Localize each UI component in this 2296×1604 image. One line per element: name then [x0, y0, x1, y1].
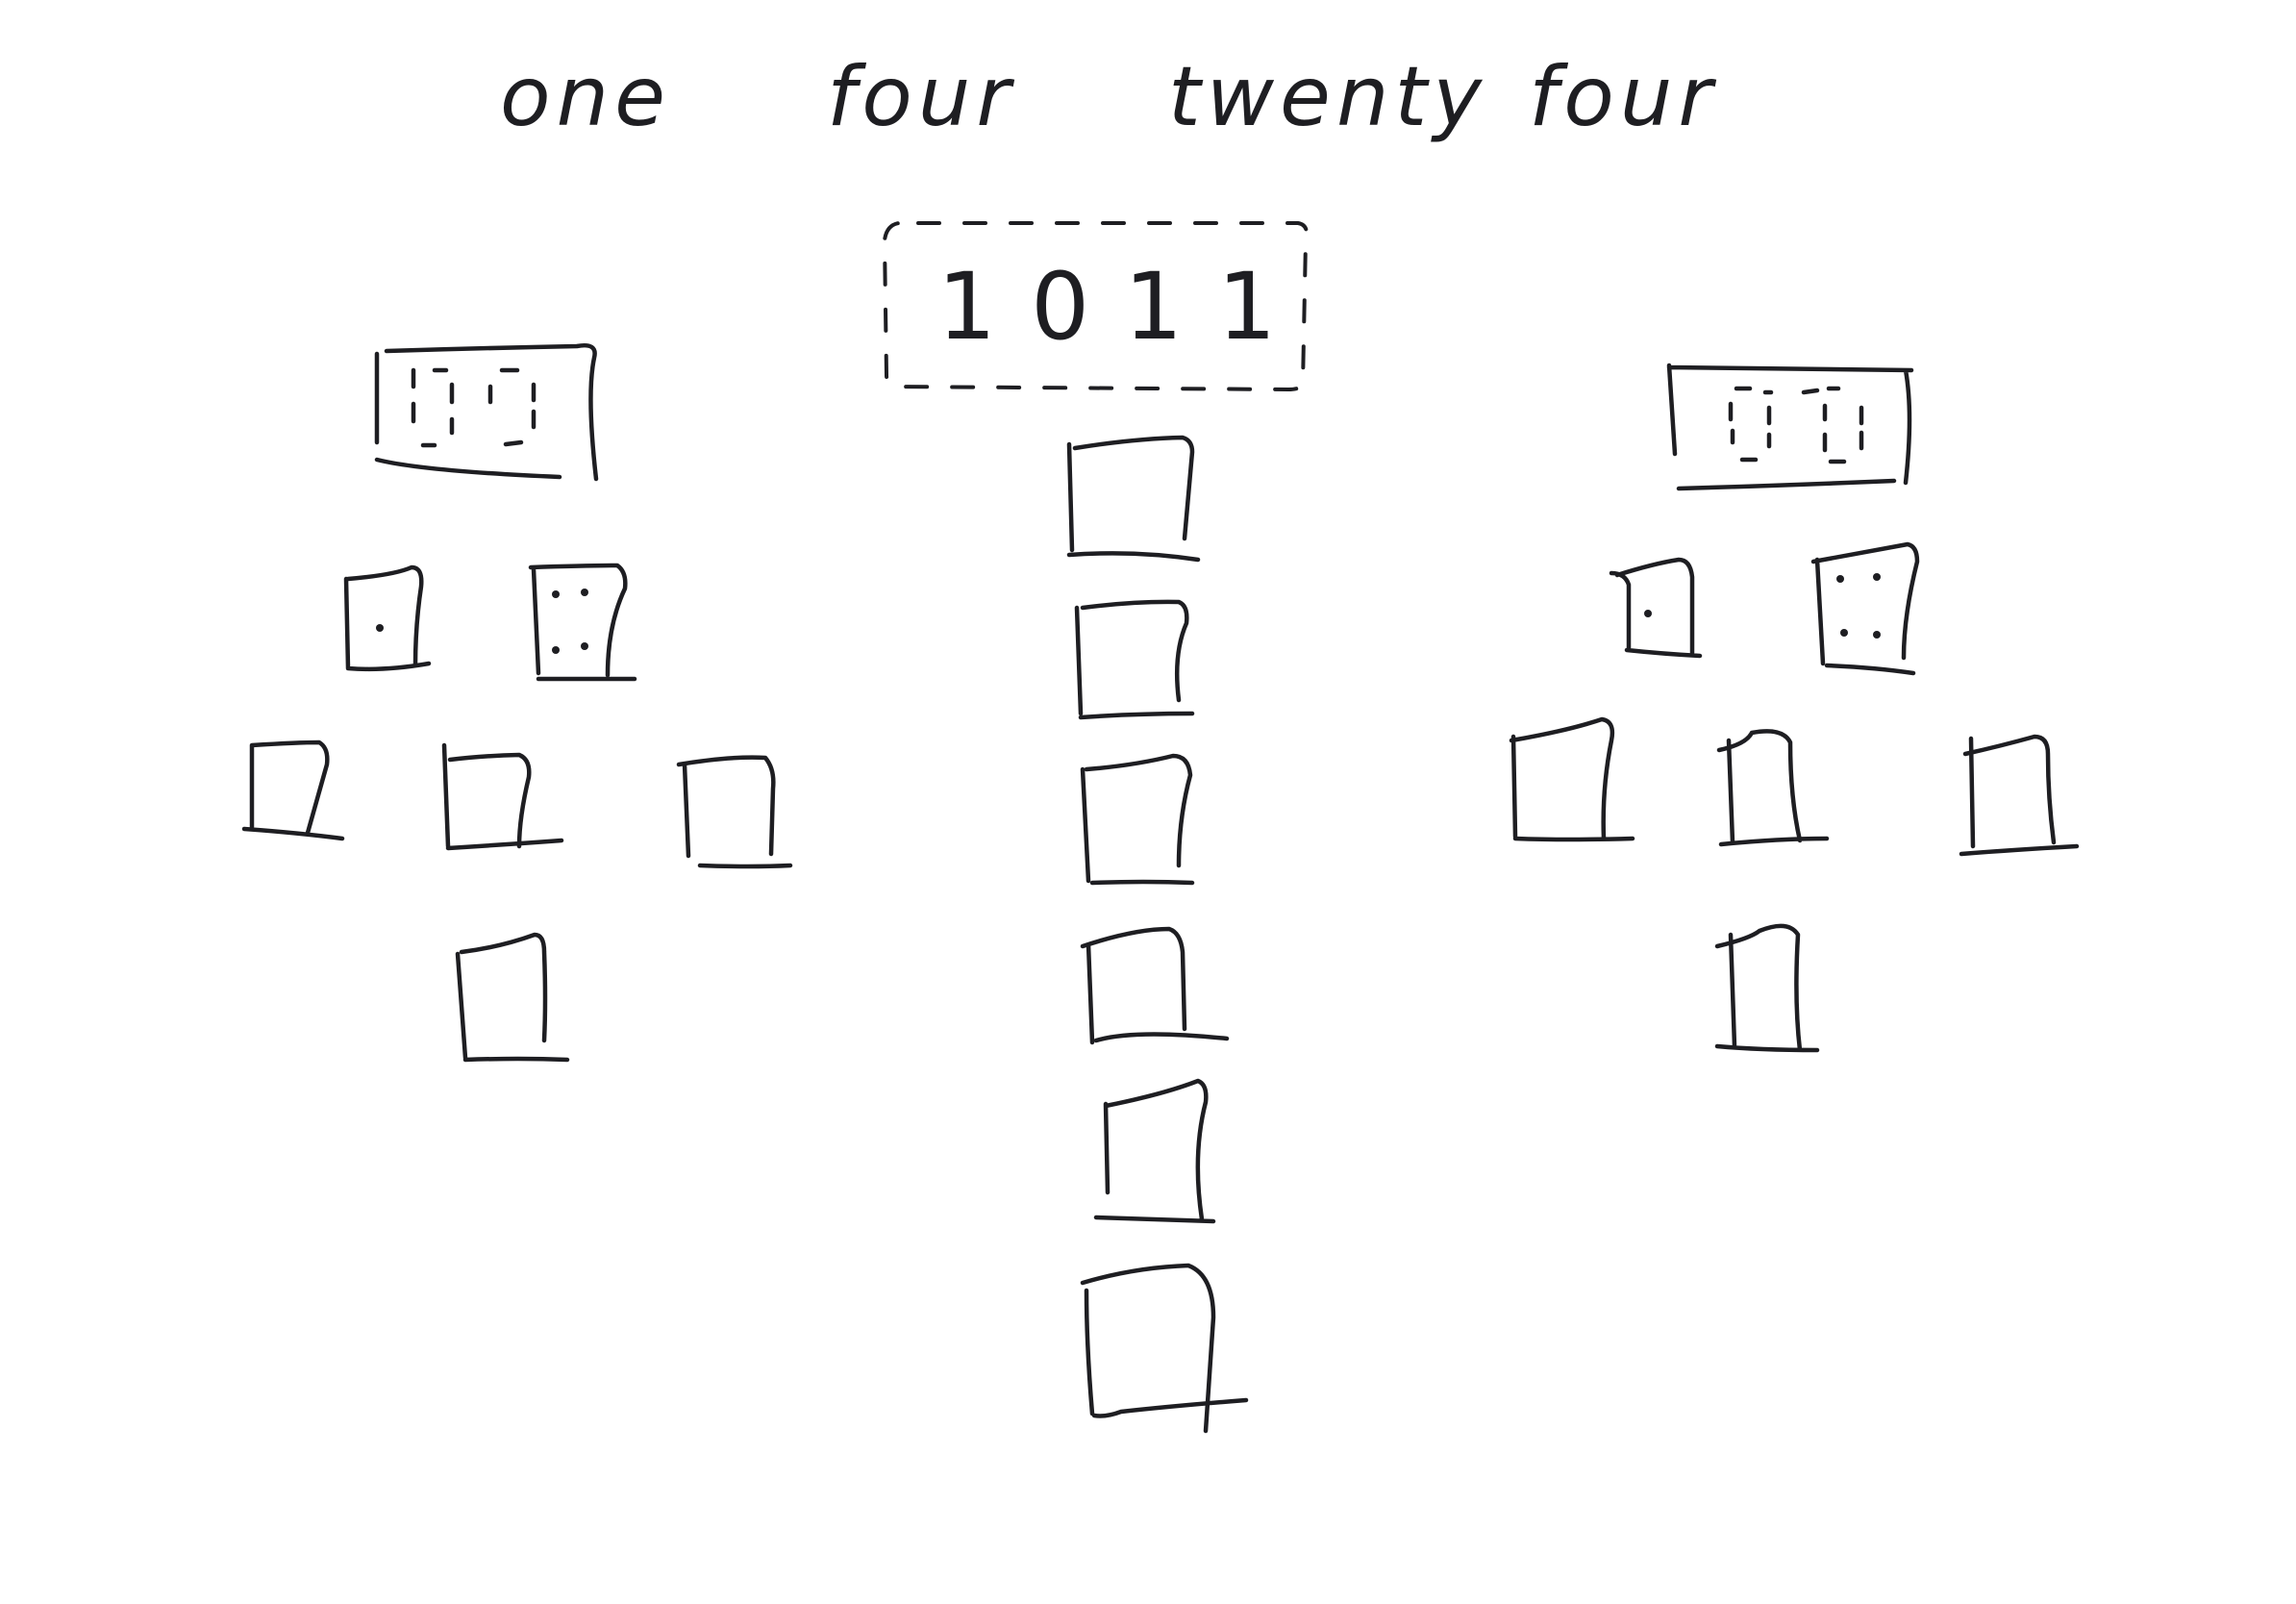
- center-square-6: [1080, 1263, 1249, 1434]
- left-square-one-dot: [343, 564, 432, 672]
- right-square-row3: [1714, 923, 1820, 1053]
- reference-box: 1011: [882, 221, 1310, 392]
- right-square-one-dot: [1609, 557, 1703, 659]
- heading: one four twenty four: [500, 49, 1718, 145]
- heading-word-four-2: four: [1529, 49, 1718, 145]
- right-square-row2-a: [1509, 716, 1635, 842]
- right-square-four-dots: [1810, 541, 1920, 676]
- right-square-row2-c: [1959, 734, 2080, 857]
- heading-word-four-1: four: [827, 49, 1016, 145]
- center-square-4: [1080, 926, 1230, 1045]
- left-square-row3: [455, 932, 570, 1063]
- center-square-3: [1080, 753, 1195, 886]
- left-square-row2-a: [241, 739, 345, 841]
- left-top-block: [374, 343, 599, 482]
- left-square-four-dots: [528, 563, 637, 682]
- left-column: [241, 343, 793, 1063]
- right-top-block: [1666, 363, 1914, 491]
- right-column: [1509, 363, 2080, 1053]
- reference-box-outline: [882, 221, 1309, 392]
- heading-word-twenty: twenty: [1168, 49, 1487, 145]
- right-top-block-dashes: [1728, 386, 1864, 464]
- center-square-2: [1074, 599, 1195, 720]
- center-column: [1066, 435, 1249, 1434]
- left-top-block-dashes: [411, 367, 537, 448]
- right-square-row2-b: [1716, 729, 1830, 847]
- reference-box-digits: 1011: [937, 253, 1310, 361]
- left-square-row2-b: [441, 742, 564, 851]
- center-square-1: [1066, 435, 1201, 563]
- center-square-5: [1093, 1078, 1216, 1224]
- heading-word-one: one: [500, 49, 671, 145]
- left-square-row2-c: [676, 755, 793, 869]
